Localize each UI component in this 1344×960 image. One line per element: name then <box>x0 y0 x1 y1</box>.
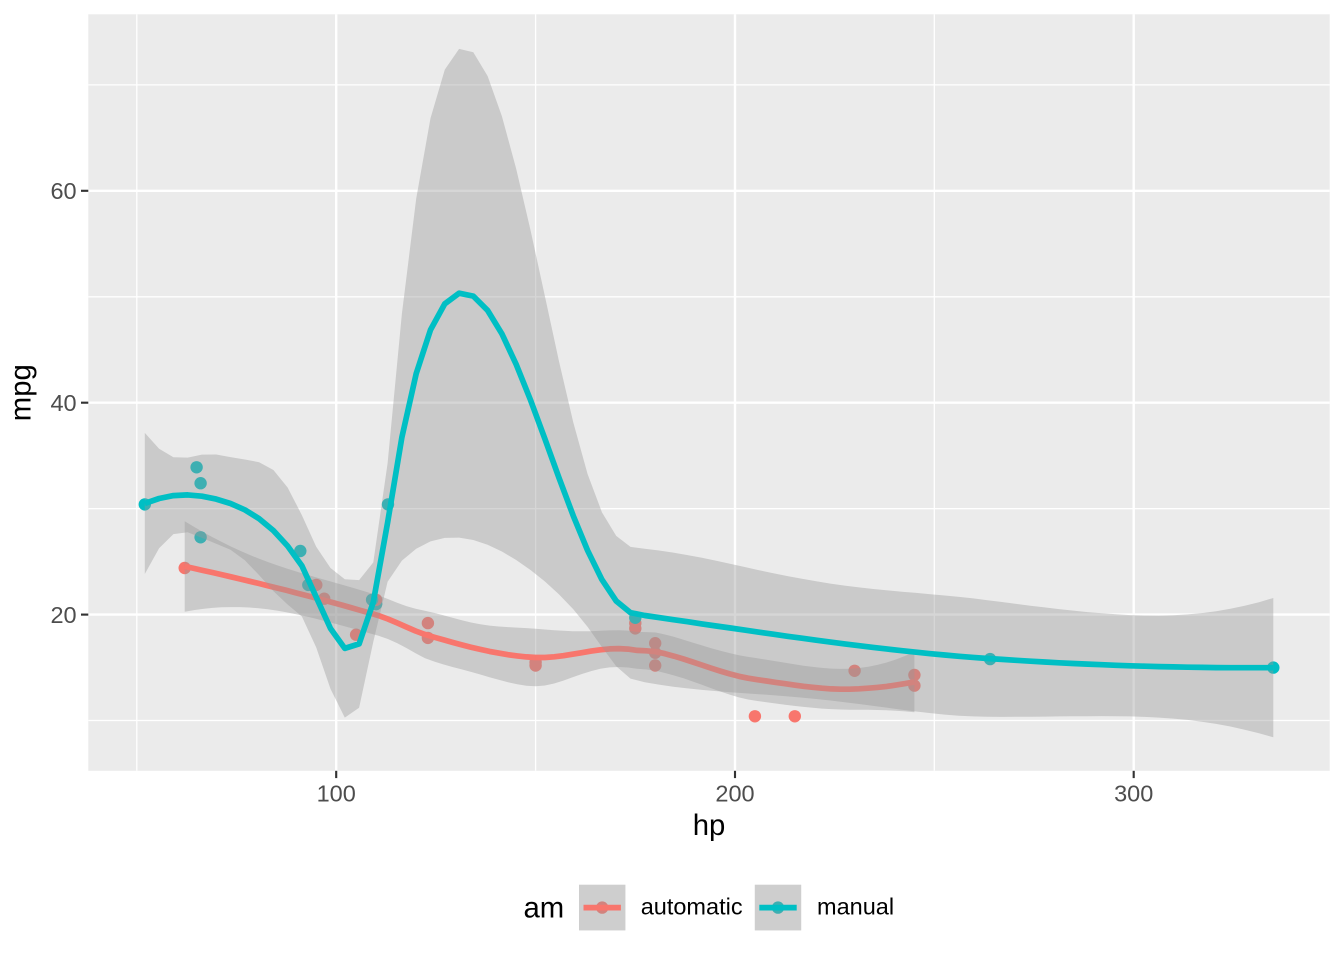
svg-text:automatic: automatic <box>641 894 743 920</box>
svg-text:manual: manual <box>817 894 894 920</box>
svg-text:300: 300 <box>1114 781 1153 807</box>
svg-text:200: 200 <box>715 781 754 807</box>
svg-text:40: 40 <box>50 390 76 416</box>
svg-text:hp: hp <box>693 809 726 842</box>
svg-text:60: 60 <box>50 178 76 204</box>
svg-text:100: 100 <box>317 781 356 807</box>
svg-text:mpg: mpg <box>5 364 38 421</box>
svg-text:20: 20 <box>50 602 76 628</box>
svg-text:am: am <box>524 892 565 925</box>
